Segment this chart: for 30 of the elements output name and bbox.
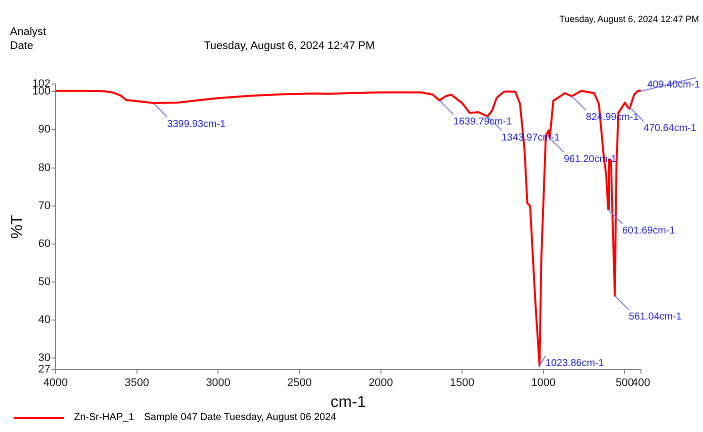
y-tick-label: 30: [38, 352, 51, 364]
x-tick-label: 4000: [43, 377, 68, 390]
y-tick-label: 80: [38, 162, 51, 174]
x-axis-title: cm-1: [330, 394, 366, 411]
text: Sample 047 Date Tuesday, August 06 2024: [144, 412, 336, 423]
y-tick-label: 90: [38, 124, 51, 136]
y-axis-title: %T: [9, 214, 26, 239]
annotation: 561.04cm-1: [628, 312, 682, 323]
annotation: 601.69cm-1: [622, 226, 676, 237]
x-tick-label: 500: [616, 377, 634, 390]
y-tick-label: 27: [38, 364, 51, 376]
legend-label: Zn-Sr-HAP_1: [74, 412, 134, 423]
y-tick-label: 40: [38, 314, 51, 326]
text: Tuesday, August 6, 2024 12:47 PM: [204, 40, 375, 52]
y-tick-label: 50: [38, 276, 51, 288]
annotation: 1023.86cm-1: [546, 358, 604, 369]
y-tick-label: 70: [38, 200, 51, 212]
x-tick-label: 3000: [206, 377, 230, 390]
x-tick-label: 3500: [124, 377, 150, 390]
x-tick-label: 2500: [287, 377, 312, 390]
x-tick-label: 2000: [368, 377, 394, 390]
y-tick-label: 60: [38, 238, 51, 250]
text: Date: [10, 40, 34, 52]
annotation: 3399.93cm-1: [167, 119, 226, 130]
text: Analyst: [10, 26, 46, 38]
x-tick-label: 1500: [450, 377, 474, 390]
x-tick-label: 1000: [531, 377, 556, 390]
annotation: 470.64cm-1: [644, 123, 697, 134]
chart-title: Tuesday, August 6, 2024 12:47 PM: [559, 14, 699, 24]
x-tick-label: 400: [632, 377, 650, 390]
